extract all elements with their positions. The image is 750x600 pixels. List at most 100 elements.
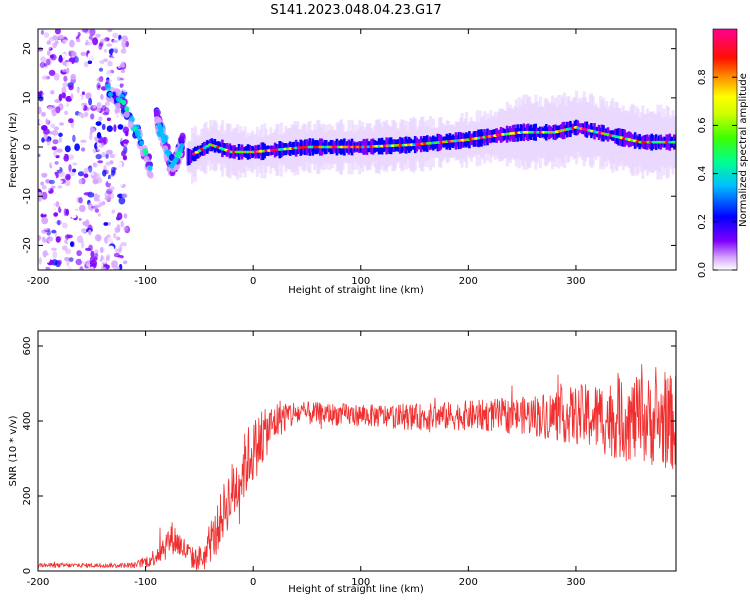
noise-speckle [81, 228, 87, 234]
noise-speckle [111, 166, 116, 174]
noise-speckle [116, 76, 121, 81]
noise-speckle [96, 107, 101, 112]
noise-speckle [100, 233, 106, 241]
noise-speckle [90, 259, 98, 267]
x-tick-label: 100 [351, 577, 370, 588]
noise-speckle [55, 154, 60, 159]
noise-speckle [49, 54, 55, 59]
noise-speckle [121, 193, 128, 199]
x-tick-label: 0 [250, 276, 256, 287]
streak-blob [143, 155, 150, 163]
x-tick-label: 300 [566, 577, 585, 588]
x-tick-label: 200 [459, 276, 478, 287]
noise-speckle [43, 141, 47, 149]
noise-speckle [45, 255, 51, 263]
noise-speckle [54, 29, 61, 35]
noise-speckle [38, 142, 41, 147]
noise-speckle [73, 203, 78, 210]
noise-speckle [66, 259, 70, 267]
noise-speckle [86, 235, 92, 242]
ridge-band [186, 148, 190, 166]
noise-speckle [120, 179, 126, 184]
noise-speckle [83, 168, 89, 175]
noise-speckle [104, 236, 109, 244]
noise-speckle [64, 145, 71, 153]
streak-core [139, 140, 145, 146]
streak-core [169, 163, 175, 169]
noise-speckle [94, 249, 99, 254]
noise-speckle [123, 213, 128, 219]
noise-speckle [40, 181, 45, 186]
snr-ylabel: SNR (10 * v/v) [8, 415, 19, 486]
noise-speckle [98, 67, 104, 72]
noise-speckle [38, 245, 46, 249]
ridge-band [189, 149, 193, 163]
snr-series-line [38, 364, 676, 571]
noise-speckle [52, 139, 59, 145]
noise-speckle [74, 143, 80, 151]
noise-speckle [114, 107, 121, 114]
y-tick-label: 200 [22, 486, 33, 505]
noise-speckle [52, 42, 57, 49]
noise-speckle [61, 222, 68, 229]
noise-speckle [67, 238, 71, 245]
noise-speckle [107, 137, 113, 142]
noise-speckle [91, 189, 97, 193]
noise-speckle [81, 147, 86, 152]
snr-ticks: -200 -100 0 100 200 300 0 200 400 600 [22, 331, 676, 588]
noise-speckle [118, 197, 126, 205]
noise-speckle [41, 111, 46, 117]
noise-speckle [104, 224, 109, 231]
noise-speckle [83, 111, 89, 118]
spectrogram-frame [37, 28, 677, 271]
noise-speckle [80, 240, 85, 249]
noise-speckle [120, 69, 126, 74]
streak-core [115, 96, 121, 102]
noise-speckle [95, 153, 102, 160]
noise-speckle [70, 241, 74, 248]
streak-blob [105, 83, 111, 91]
colorbar-tick-label: 0.4 [697, 166, 708, 182]
noise-speckle [106, 125, 113, 132]
noise-speckle [76, 250, 82, 257]
noise-speckle [94, 208, 100, 213]
streak-core [124, 106, 130, 112]
noise-speckle [42, 148, 48, 155]
noise-speckle [51, 229, 57, 234]
streak-core [137, 135, 142, 141]
noise-speckle [81, 29, 89, 33]
noise-speckle [38, 197, 42, 202]
noise-speckle [118, 79, 125, 84]
noise-speckle [43, 32, 50, 38]
noise-speckle [48, 243, 52, 248]
noise-speckle [76, 235, 84, 243]
noise-speckle [102, 112, 109, 116]
noise-speckle [75, 166, 80, 175]
noise-speckle [52, 251, 58, 259]
noise-speckle [51, 233, 56, 238]
noise-speckle [62, 61, 68, 66]
noise-speckle [44, 183, 51, 192]
noise-speckle [53, 212, 59, 217]
noise-speckle [92, 148, 96, 154]
noise-speckle [121, 39, 126, 48]
noise-speckle [103, 58, 109, 63]
noise-speckle [90, 266, 94, 270]
noise-speckle [41, 125, 48, 131]
colorbar-tick-label: 0.8 [697, 69, 708, 85]
noise-speckle [70, 114, 77, 119]
noise-speckle [50, 159, 57, 168]
noise-speckle [78, 46, 85, 53]
noise-speckle [83, 61, 89, 68]
noise-speckle [91, 66, 98, 70]
noise-speckle [90, 113, 95, 120]
noise-speckle [38, 257, 42, 265]
noise-speckle [46, 236, 54, 242]
noise-speckle [58, 171, 66, 178]
noise-speckle [78, 95, 82, 100]
noise-speckle [97, 102, 102, 108]
noise-speckle [112, 32, 119, 39]
noise-speckle [41, 191, 48, 200]
noise-speckle [85, 219, 90, 227]
noise-speckle [107, 29, 113, 33]
